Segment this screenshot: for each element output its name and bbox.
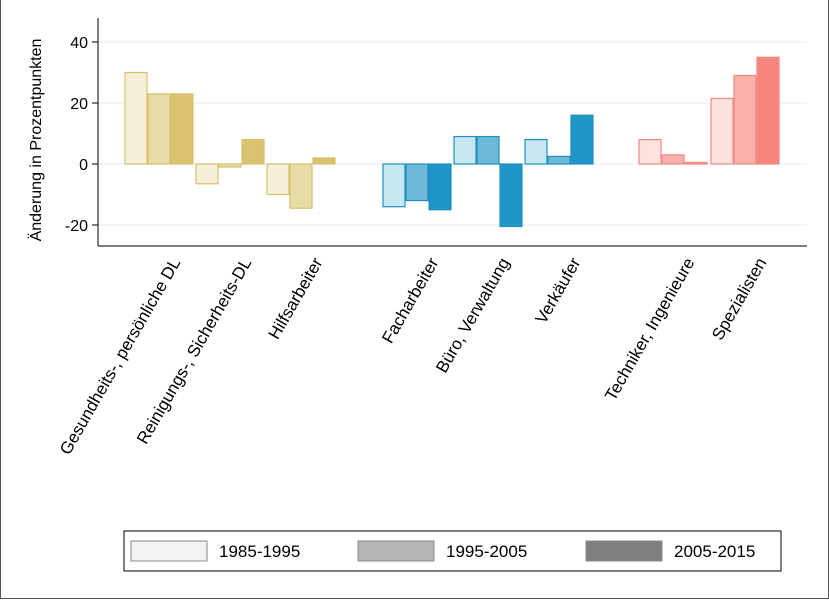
bar	[124, 71, 148, 165]
bar	[170, 93, 194, 165]
bar	[405, 163, 429, 202]
bar	[476, 135, 500, 165]
legend-box	[123, 530, 782, 572]
bar	[453, 135, 477, 165]
x-tick-label: Facharbeiter	[378, 254, 442, 346]
y-axis-label: Änderung in Prozentpunkten	[27, 39, 45, 242]
x-tick-label: Gesundheits-, persönliche DL	[56, 255, 184, 458]
x-tick-labels: Gesundheits-, persönliche DLReinigungs-,…	[56, 254, 770, 458]
legend-swatch	[585, 540, 663, 562]
y-tick-label: -20	[65, 218, 88, 235]
gridlines	[98, 41, 807, 226]
legend-label: 2005-2015	[674, 542, 755, 561]
bar	[428, 163, 452, 211]
x-tick-label: Verkäufer	[532, 254, 585, 327]
x-tick-label: Techniker, Ingenieure	[601, 255, 698, 404]
bar	[684, 161, 708, 165]
bar	[733, 74, 757, 165]
axes: 40 20 0 -20	[65, 18, 807, 247]
legend-swatch	[357, 540, 435, 562]
bar	[312, 157, 336, 165]
y-tick-label: 40	[70, 35, 88, 52]
legend-swatch	[130, 540, 208, 562]
x-tick-label: Büro, Verwaltung	[432, 255, 513, 377]
bar	[241, 139, 265, 165]
bar	[638, 139, 662, 165]
bar	[499, 163, 523, 228]
bar	[661, 154, 685, 165]
legend: 1985-1995 1995-2005 2005-2015	[123, 530, 782, 572]
y-tick-label: 0	[79, 157, 88, 174]
x-tick-label: Hilfsarbeiter	[265, 254, 327, 342]
legend-label: 1995-2005	[446, 542, 527, 561]
bar	[382, 163, 406, 208]
legend-label: 1985-1995	[219, 542, 300, 561]
y-tick-label: 20	[70, 96, 88, 113]
bar	[547, 155, 571, 165]
bar	[195, 163, 219, 185]
bars	[124, 56, 780, 228]
bar	[266, 163, 290, 196]
bar	[289, 163, 313, 209]
bar	[570, 114, 594, 165]
bar	[218, 163, 242, 168]
bar	[524, 139, 548, 165]
bar	[147, 93, 171, 165]
x-tick-label: Spezialisten	[708, 255, 770, 344]
bar	[756, 56, 780, 165]
bar	[710, 97, 734, 165]
